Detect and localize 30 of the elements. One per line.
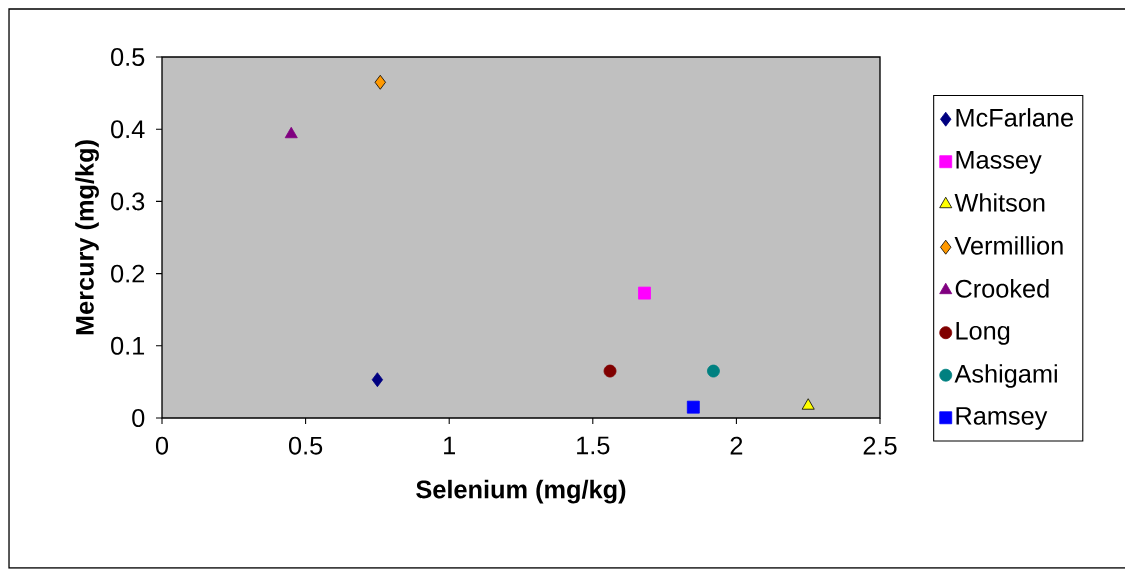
point [603, 364, 617, 378]
y-tick-label: 0.1 [111, 336, 145, 355]
point [284, 126, 298, 139]
legend-label: Ashigami [954, 364, 1057, 388]
y-axis-title: Mercury (mg/kg) [75, 140, 99, 335]
y-tick-label: 0 [132, 409, 145, 427]
point [686, 400, 700, 414]
legend-label: McFarlane [956, 108, 1073, 127]
x-axis-title: Selenium (mg/kg) [416, 479, 626, 504]
x-tick-label: 1 [444, 436, 455, 455]
point [371, 372, 384, 388]
legend-label: Crooked [955, 279, 1049, 298]
legend-label: Ramsey [956, 407, 1048, 430]
point [801, 398, 815, 410]
y-tick-label: 0.4 [111, 120, 145, 139]
y-tick-label: 0.3 [111, 192, 145, 211]
legend-label: Long [956, 322, 1010, 345]
point [638, 286, 651, 300]
x-tick-label: 0.5 [288, 436, 323, 455]
x-tick-label: 0 [155, 436, 169, 455]
x-tick-label: 2.5 [863, 436, 897, 455]
x-tick-label: 1.5 [577, 436, 610, 455]
legend-label: Massey [956, 151, 1042, 174]
y-tick-label: 0.5 [111, 48, 145, 66]
point [707, 364, 720, 378]
point [374, 74, 386, 90]
legend-label: Vermillion [954, 236, 1063, 255]
y-tick-label: 0.2 [111, 264, 145, 283]
x-tick-label: 2 [730, 436, 743, 455]
legend-label: Whitson [954, 193, 1045, 212]
